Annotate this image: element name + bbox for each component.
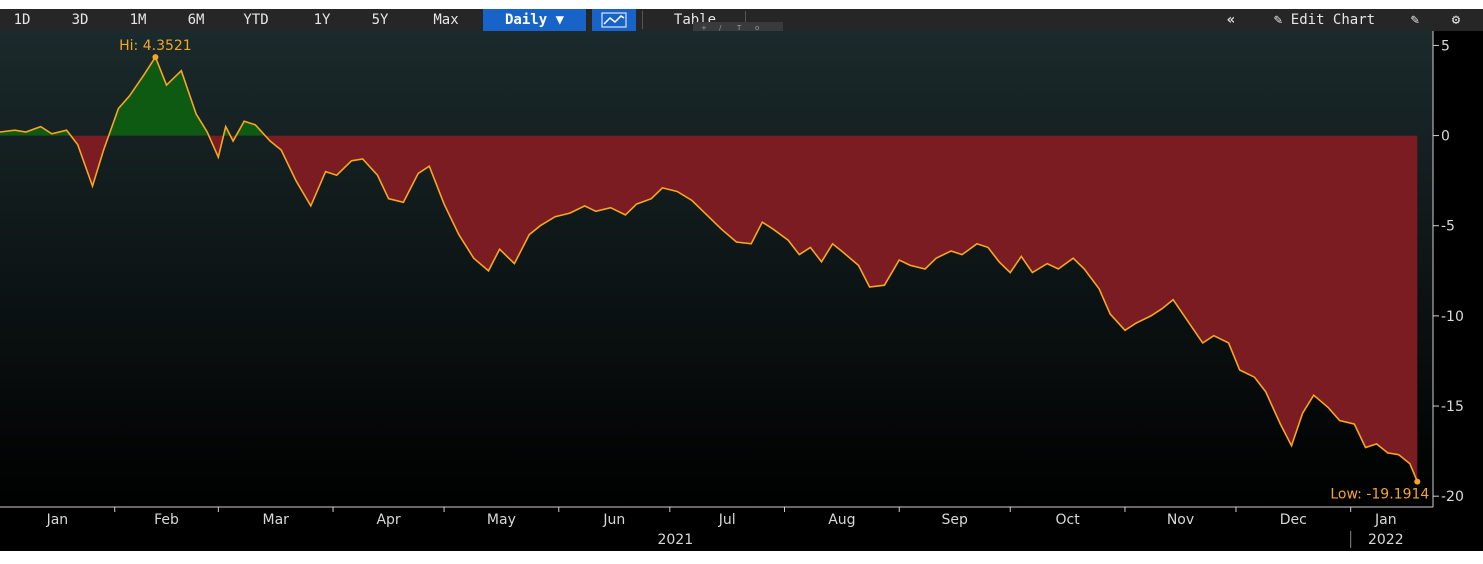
period-1m-button[interactable]: 1M (129, 12, 147, 28)
line-chart-icon (601, 12, 627, 28)
x-month-label: Feb (154, 512, 179, 528)
x-month-label: Sep (942, 512, 969, 528)
x-month-label: Apr (376, 512, 400, 528)
x-month-label: Nov (1167, 512, 1194, 528)
x-month-label: Dec (1280, 512, 1307, 528)
low-marker (1414, 478, 1421, 485)
y-tick-label: -5 (1441, 219, 1455, 235)
line-chart-toggle[interactable] (592, 9, 636, 31)
crosshair-icon: + (701, 24, 707, 32)
period-1y-button[interactable]: 1Y (313, 12, 331, 28)
low-annotation: Low: -19.1914 (1330, 487, 1429, 503)
text-tool-icon: T (736, 24, 742, 32)
y-axis-background (1433, 31, 1483, 507)
x-month-label: Jun (602, 512, 625, 528)
annotate-icon[interactable]: ✎ (1410, 12, 1420, 28)
x-axis: Jan Feb Mar Apr May Jun Jul Aug Sep Oct Nov Dec Jan 2… (46, 507, 1404, 548)
chart-area: 5 0 -5 -10 -15 -20 Jan Feb Mar Apr May Jun Jul Aug Se… (0, 31, 1483, 551)
dropdown-arrow-icon: ▼ (555, 12, 565, 28)
negative-area-fill (0, 135, 1418, 482)
draw-line-icon: / (719, 24, 722, 32)
edit-chart-button[interactable]: ✎ Edit Chart (1252, 9, 1397, 31)
frequency-dropdown[interactable]: Daily ▼ (483, 9, 586, 31)
toolbar-divider (745, 11, 746, 29)
x-month-label: Mar (262, 512, 289, 528)
toolbar-divider (642, 11, 643, 29)
x-month-label: Jan (1374, 512, 1397, 528)
period-1d-button[interactable]: 1D (13, 12, 31, 28)
period-ytd-button[interactable]: YTD (243, 12, 269, 28)
series-line (0, 55, 1419, 482)
y-tick-label: 5 (1441, 38, 1450, 54)
high-marker (152, 54, 159, 61)
period-3d-button[interactable]: 3D (71, 12, 89, 28)
x-axis-background (0, 507, 1483, 551)
y-tick-label: -15 (1441, 399, 1464, 415)
x-year-label: 2022 (1368, 532, 1404, 548)
y-tick-label: -20 (1441, 489, 1464, 505)
zoom-icon: o (755, 24, 759, 32)
pencil-icon: ✎ (1273, 12, 1283, 28)
y-tick-label: 0 (1441, 129, 1450, 145)
x-month-label: Oct (1055, 512, 1080, 528)
x-year-label: 2021 (657, 532, 693, 548)
high-annotation: Hi: 4.3521 (119, 38, 192, 54)
positive-area-fill (0, 57, 266, 136)
x-month-label: Jul (718, 512, 736, 528)
frequency-label: Daily (504, 12, 548, 28)
x-month-label: Aug (828, 512, 855, 528)
x-month-label: May (487, 512, 516, 528)
x-month-label: Jan (46, 512, 69, 528)
y-axis: 5 0 -5 -10 -15 -20 (1433, 38, 1464, 505)
settings-gear-icon[interactable]: ⚙ (1451, 12, 1461, 28)
edit-chart-label: Edit Chart (1290, 12, 1376, 28)
period-6m-button[interactable]: 6M (187, 12, 205, 28)
chart-toolbar: 1D 3D 1M 6M YTD 1Y 5Y Max Daily ▼ Table … (0, 9, 1483, 32)
drawing-tools-strip[interactable]: + / T o (693, 22, 783, 32)
y-tick-label: -10 (1441, 309, 1464, 325)
collapse-double-chevron-icon[interactable]: « (1226, 12, 1236, 28)
period-5y-button[interactable]: 5Y (371, 12, 389, 28)
period-max-button[interactable]: Max (433, 12, 459, 28)
